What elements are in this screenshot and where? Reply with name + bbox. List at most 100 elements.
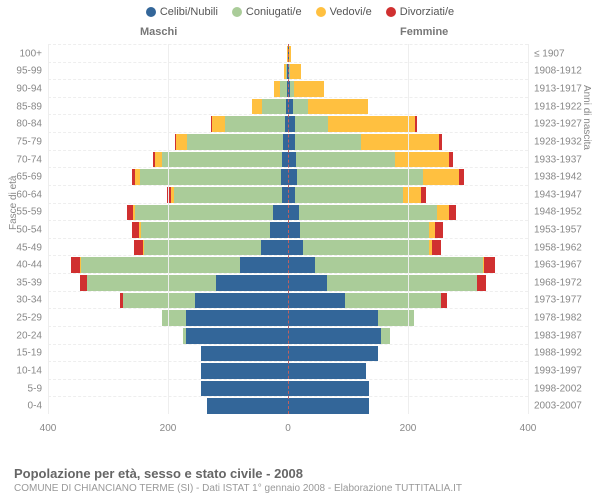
segment [403,187,421,203]
segment [295,116,328,132]
segment [432,240,441,256]
segment [395,152,449,168]
segment [308,99,368,115]
birth-year-label: 1958-1962 [528,242,582,253]
x-tick-label: 200 [160,423,177,434]
segment [252,99,262,115]
segment [345,293,441,309]
segment [290,64,301,80]
segment [288,152,296,168]
segment [299,205,437,221]
segment [80,257,81,273]
age-label: 85-89 [16,101,48,112]
segment [288,293,345,309]
legend-label: Divorziati/e [400,6,454,18]
age-label: 25-29 [16,313,48,324]
birth-year-label: 1963-1967 [528,260,582,271]
segment [175,134,176,150]
segment [288,275,327,291]
segment [71,257,80,273]
segment [207,398,288,414]
gridline [288,44,289,414]
age-label: 5-9 [28,383,48,394]
birth-year-label: 1913-1917 [528,84,582,95]
segment [201,381,288,397]
age-label: 90-94 [16,84,48,95]
birth-year-label: 1933-1937 [528,154,582,165]
segment [211,116,212,132]
segment [449,152,453,168]
segment [415,116,417,132]
birth-year-label: 1983-1987 [528,330,582,341]
segment [293,99,308,115]
segment [280,81,287,97]
segment [303,240,429,256]
segment [294,81,324,97]
birth-year-label: 1918-1922 [528,101,582,112]
age-label: 10-14 [16,365,48,376]
age-label: 80-84 [16,119,48,130]
segment [477,275,486,291]
segment [423,169,459,185]
legend-swatch [146,7,156,17]
legend: Celibi/NubiliConiugati/eVedovi/eDivorzia… [0,0,600,18]
legend-swatch [316,7,326,17]
segment [132,222,139,238]
segment [81,257,240,273]
gridline [528,44,529,414]
segment [288,187,295,203]
segment [328,116,415,132]
x-tick-label: 200 [400,423,417,434]
segment [183,328,186,344]
segment [225,116,285,132]
legend-item: Divorziati/e [386,6,454,18]
segment [484,257,495,273]
segment [153,152,155,168]
segment [80,275,87,291]
chart-subtitle: COMUNE DI CHIANCIANO TERME (SI) - Dati I… [14,483,586,494]
legend-label: Coniugati/e [246,6,302,18]
segment [288,116,295,132]
age-label: 70-74 [16,154,48,165]
age-label: 60-64 [16,189,48,200]
segment [281,169,288,185]
segment [135,169,140,185]
age-label: 15-19 [16,348,48,359]
age-label: 30-34 [16,295,48,306]
birth-year-label: 2003-2007 [528,401,582,412]
age-label: 100+ [19,48,48,59]
birth-year-label: 1973-1977 [528,295,582,306]
segment [171,187,174,203]
segment [288,310,378,326]
segment [186,328,288,344]
segment [139,222,141,238]
segment [288,240,303,256]
segment [187,134,283,150]
segment [87,275,216,291]
segment [295,187,403,203]
legend-item: Vedovi/e [316,6,372,18]
segment [288,398,369,414]
segment [449,205,456,221]
header-male: Maschi [140,26,177,38]
segment [135,205,273,221]
segment [262,99,286,115]
segment [315,257,483,273]
segment [288,328,381,344]
segment [212,116,225,132]
segment [300,222,429,238]
segment [144,240,261,256]
segment [186,310,288,326]
segment [133,205,135,221]
segment [441,293,447,309]
segment [127,205,133,221]
segment [123,293,195,309]
birth-year-label: 1978-1982 [528,313,582,324]
birth-year-label: 1953-1957 [528,224,582,235]
segment [174,187,282,203]
segment [134,240,142,256]
birth-year-label: 1998-2002 [528,383,582,394]
age-label: 40-44 [16,260,48,271]
age-label: 55-59 [16,207,48,218]
age-label: 95-99 [16,66,48,77]
